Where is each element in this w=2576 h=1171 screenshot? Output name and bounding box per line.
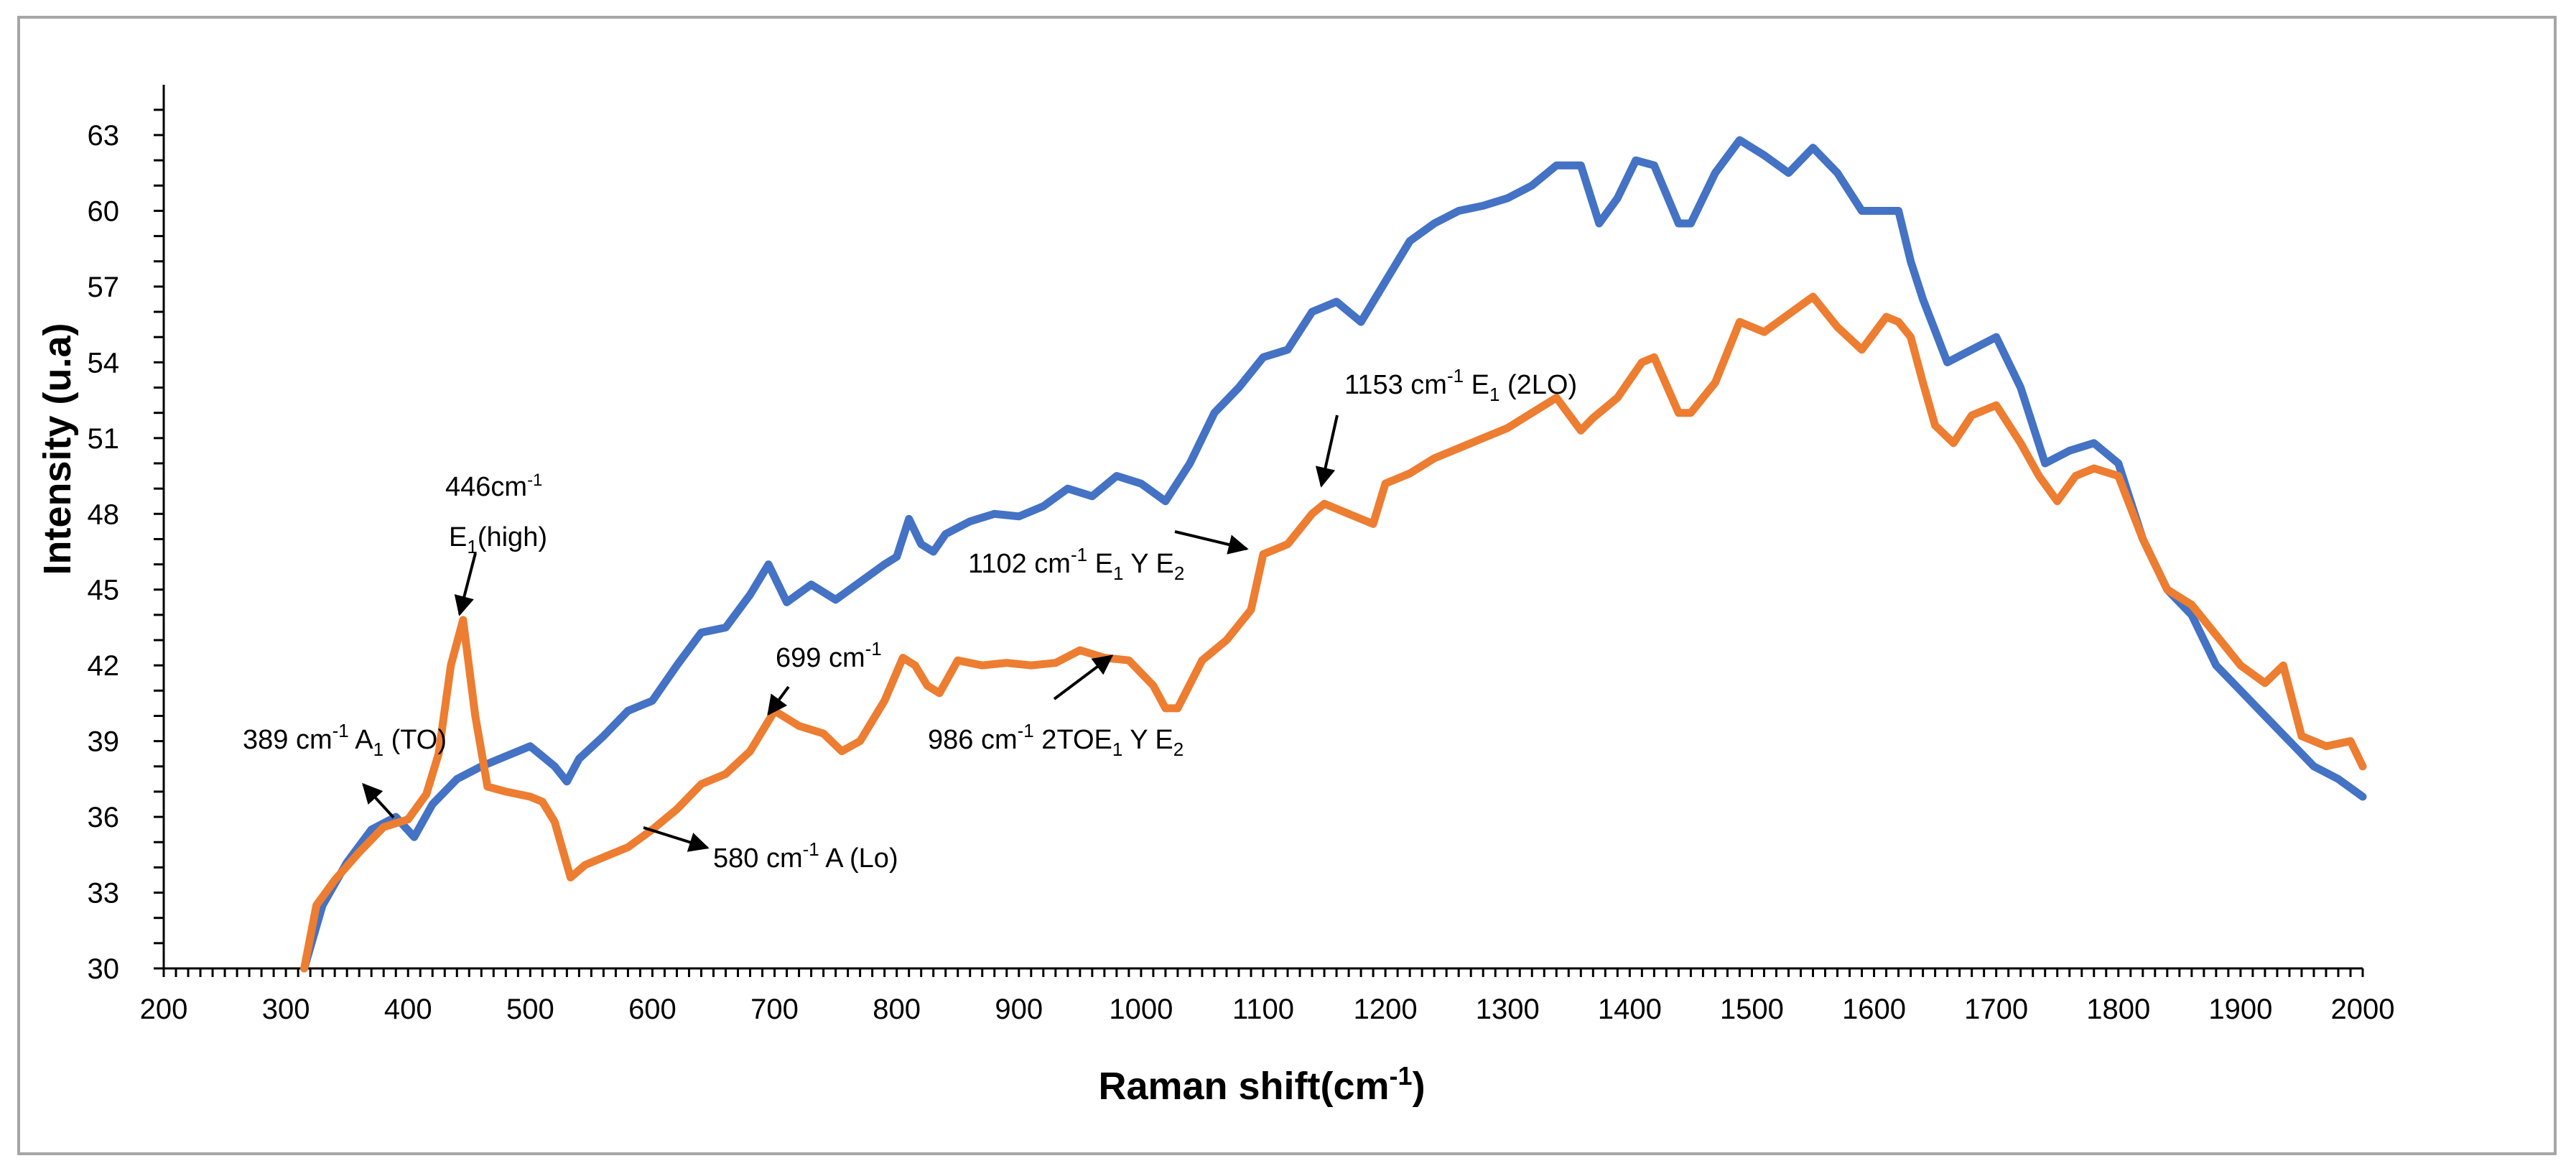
svg-text:446cm-1: 446cm-1 bbox=[445, 471, 542, 502]
x-tick-label-1200: 1200 bbox=[1354, 994, 1418, 1025]
annotation-389: 389 cm-1 A1 (TO) bbox=[243, 720, 447, 819]
x-tick-label-900: 900 bbox=[995, 994, 1043, 1025]
annotation-446-sup: -1 bbox=[527, 471, 542, 490]
annotation-446-text: 446cm bbox=[445, 472, 527, 502]
annotation-446-arrow bbox=[454, 552, 477, 616]
x-tick-label-1800: 1800 bbox=[2086, 994, 2150, 1025]
svg-text:E1(high): E1(high) bbox=[449, 522, 547, 557]
axes bbox=[154, 85, 2364, 977]
y-tick-label-33: 33 bbox=[88, 878, 120, 910]
chart-frame bbox=[17, 16, 2557, 1155]
x-axis-label-text: Raman shift(cm bbox=[1098, 1065, 1389, 1108]
annotation-580: 580 cm-1 A (Lo) bbox=[643, 826, 898, 874]
annotation-446-sub: 1 bbox=[467, 536, 477, 557]
annotation-1153-sub: 1 bbox=[1489, 384, 1499, 405]
y-tick-label-42: 42 bbox=[88, 650, 120, 682]
annotation-389-arrow bbox=[362, 782, 395, 819]
y-tick-label-45: 45 bbox=[88, 575, 120, 606]
annotation-1102-text: 1102 cm bbox=[968, 549, 1071, 579]
annotation-580-arrow bbox=[643, 826, 710, 852]
annotation-446: 446cm-1 E1(high) bbox=[445, 471, 547, 616]
annotation-1102-sup: -1 bbox=[1071, 544, 1087, 565]
svg-text:699 cm-1: 699 cm-1 bbox=[776, 638, 882, 673]
annotation-1102-sub2: 2 bbox=[1174, 563, 1184, 584]
y-tick-label-51: 51 bbox=[88, 423, 120, 455]
x-tick-label-300: 300 bbox=[262, 994, 310, 1025]
annotation-1153-sup: -1 bbox=[1447, 365, 1464, 387]
x-tick-label-1500: 1500 bbox=[1720, 994, 1784, 1025]
annotation-986-mid: 2TOE bbox=[1034, 725, 1112, 755]
annotation-1102-arrow bbox=[1174, 530, 1249, 555]
x-tick-label-1000: 1000 bbox=[1109, 994, 1173, 1025]
x-axis-label: Raman shift(cm-1) bbox=[1098, 1061, 1425, 1108]
x-tick-label-400: 400 bbox=[384, 994, 432, 1025]
annotation-1102-sub: 1 bbox=[1113, 563, 1123, 584]
annotation-699-text: 699 cm bbox=[776, 643, 865, 673]
y-tick-labels: 30 33 36 39 42 45 48 51 54 57 60 63 bbox=[88, 120, 120, 985]
y-tick-label-63: 63 bbox=[88, 120, 120, 152]
svg-text:1153 cm-1 E1 (2LO): 1153 cm-1 E1 (2LO) bbox=[1344, 365, 1577, 405]
series-line-blue bbox=[300, 136, 2367, 973]
svg-text:986 cm-1 2TOE1 Y E2: 986 cm-1 2TOE1 Y E2 bbox=[928, 720, 1184, 760]
annotation-1153-end: (2LO) bbox=[1499, 370, 1577, 400]
series-group bbox=[300, 136, 2367, 973]
series-line-orange bbox=[300, 292, 2367, 973]
x-tick-label-200: 200 bbox=[140, 994, 188, 1025]
annotation-986-sup: -1 bbox=[1018, 720, 1034, 741]
x-tick-label-600: 600 bbox=[628, 994, 676, 1025]
x-tick-labels: 200 300 400 500 600 700 800 900 1000 1100 1200 1300… bbox=[140, 994, 2395, 1025]
y-tick-label-57: 57 bbox=[88, 272, 120, 303]
x-tick-label-1900: 1900 bbox=[2208, 994, 2272, 1025]
annotation-1153-arrow bbox=[1315, 415, 1339, 488]
x-tick-label-500: 500 bbox=[506, 994, 554, 1025]
annotation-389-sup: -1 bbox=[333, 720, 349, 741]
svg-text:389 cm-1 A1 (TO): 389 cm-1 A1 (TO) bbox=[243, 720, 447, 760]
x-tick-label-1400: 1400 bbox=[1598, 994, 1662, 1025]
annotation-699: 699 cm-1 bbox=[767, 638, 882, 716]
annotation-389-mid: A bbox=[349, 725, 373, 755]
annotation-580-text: 580 cm bbox=[713, 843, 803, 874]
annotation-1153: 1153 cm-1 E1 (2LO) bbox=[1315, 365, 1577, 488]
svg-text:1102 cm-1 E1 Y E2: 1102 cm-1 E1 Y E2 bbox=[968, 544, 1184, 584]
y-axis-label: Intensity (u.a) bbox=[36, 323, 79, 575]
x-tick-label-1300: 1300 bbox=[1476, 994, 1540, 1025]
annotation-1153-text: 1153 cm bbox=[1344, 370, 1447, 400]
annotation-986-text: 986 cm bbox=[928, 725, 1018, 755]
annotation-446-end: (high) bbox=[478, 522, 547, 552]
annotation-580-sup: -1 bbox=[803, 838, 819, 860]
x-tick-label-2000: 2000 bbox=[2331, 994, 2395, 1025]
annotation-389-text: 389 cm bbox=[243, 725, 333, 755]
y-tick-label-39: 39 bbox=[88, 726, 120, 758]
y-tick-label-36: 36 bbox=[88, 802, 120, 833]
annotation-389-sub: 1 bbox=[373, 739, 383, 760]
annotation-986-end: Y E bbox=[1122, 725, 1173, 755]
annotation-1102-mid: E bbox=[1087, 549, 1113, 579]
annotation-580-end: A (Lo) bbox=[819, 843, 898, 874]
x-tick-label-1100: 1100 bbox=[1232, 994, 1294, 1025]
y-tick-label-30: 30 bbox=[88, 953, 120, 985]
x-tick-label-1600: 1600 bbox=[1842, 994, 1906, 1025]
annotation-389-end: (TO) bbox=[383, 725, 447, 755]
annotation-1153-mid: E bbox=[1464, 370, 1489, 400]
x-axis-label-sup: -1 bbox=[1390, 1061, 1413, 1091]
annotation-986-sub2: 2 bbox=[1173, 739, 1184, 760]
y-tick-label-48: 48 bbox=[88, 499, 120, 530]
annotation-699-arrow bbox=[767, 685, 790, 716]
x-axis-label-end: ) bbox=[1413, 1065, 1426, 1108]
annotation-699-sup: -1 bbox=[865, 638, 882, 659]
annotation-1102: 1102 cm-1 E1 Y E2 bbox=[968, 530, 1249, 584]
svg-text:580 cm-1 A (Lo): 580 cm-1 A (Lo) bbox=[713, 838, 898, 874]
annotation-986-arrow bbox=[1053, 654, 1114, 700]
y-tick-label-60: 60 bbox=[88, 195, 120, 227]
annotation-446-e: E bbox=[449, 522, 467, 552]
annotation-986: 986 cm-1 2TOE1 Y E2 bbox=[928, 654, 1184, 760]
x-tick-label-700: 700 bbox=[750, 994, 799, 1025]
annotation-986-sub: 1 bbox=[1112, 739, 1122, 760]
x-tick-label-1700: 1700 bbox=[1964, 994, 2028, 1025]
y-tick-label-54: 54 bbox=[88, 347, 120, 379]
annotation-1102-end: Y E bbox=[1123, 549, 1173, 579]
x-tick-label-800: 800 bbox=[873, 994, 921, 1025]
